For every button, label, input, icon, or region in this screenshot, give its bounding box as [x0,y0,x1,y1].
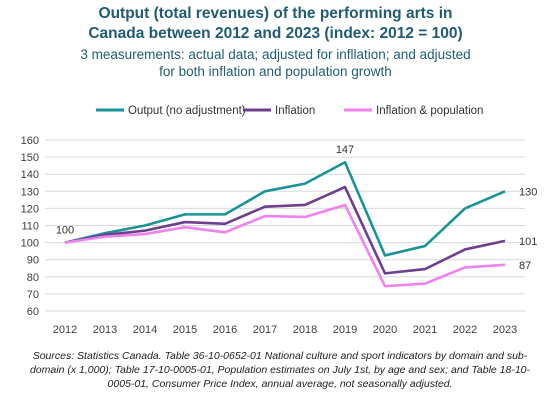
y-tick-label: 100 [21,238,39,250]
y-tick-label: 120 [21,203,39,215]
legend-label-0: Output (no adjustment) [128,105,246,117]
chart-title: Output (total revenues) of the performin… [0,4,551,44]
series-line-0 [64,160,506,257]
data-label: 87 [519,260,531,272]
x-tick-label: 2015 [173,324,197,336]
chart-subtitle-line-1: 3 measurements: actual data; adjusted fo… [80,47,471,62]
chart-title-line-1: Output (total revenues) of the performin… [98,5,453,22]
y-tick-label: 150 [21,152,39,164]
line-chart: 60 70 80 90 100 110 120 130 140 150 160 2012 2013 201… [21,105,538,336]
x-tick-label: 2016 [213,324,237,336]
y-tick-label: 60 [27,306,39,318]
series-line-2 [64,203,506,288]
data-label: 101 [519,236,537,248]
chart-title-line-2: Canada between 2012 and 2023 (index: 201… [88,25,463,42]
y-tick-label: 90 [27,255,39,267]
x-tick-label: 2018 [293,324,317,336]
chart-subtitle: 3 measurements: actual data; adjusted fo… [0,46,551,80]
x-tick-label: 2017 [253,324,277,336]
x-tick-label: 2020 [373,324,397,336]
data-label: 100 [56,225,74,237]
x-tick-label: 2013 [93,324,117,336]
x-tick-label: 2019 [333,324,357,336]
y-tick-label: 80 [27,272,39,284]
series-line-1 [64,185,506,275]
x-tick-label: 2012 [53,324,77,336]
x-tick-label: 2023 [493,324,517,336]
x-tick-label: 2021 [413,324,437,336]
y-tick-label: 160 [21,135,39,147]
x-tick-label: 2014 [133,324,157,336]
y-tick-label: 110 [21,221,39,233]
source-note: Sources: Statistics Canada. Table 36-10-… [29,350,531,390]
x-tick-label: 2022 [453,324,477,336]
y-tick-label: 130 [21,186,39,198]
y-tick-label: 70 [27,289,39,301]
legend-label-1: Inflation [275,105,315,117]
legend-label-2: Inflation & population [376,105,483,117]
data-label: 130 [519,186,537,198]
chart-subtitle-line-2: for both inflation and population growth [159,64,392,79]
data-label: 147 [336,144,354,156]
y-tick-label: 140 [21,169,39,181]
